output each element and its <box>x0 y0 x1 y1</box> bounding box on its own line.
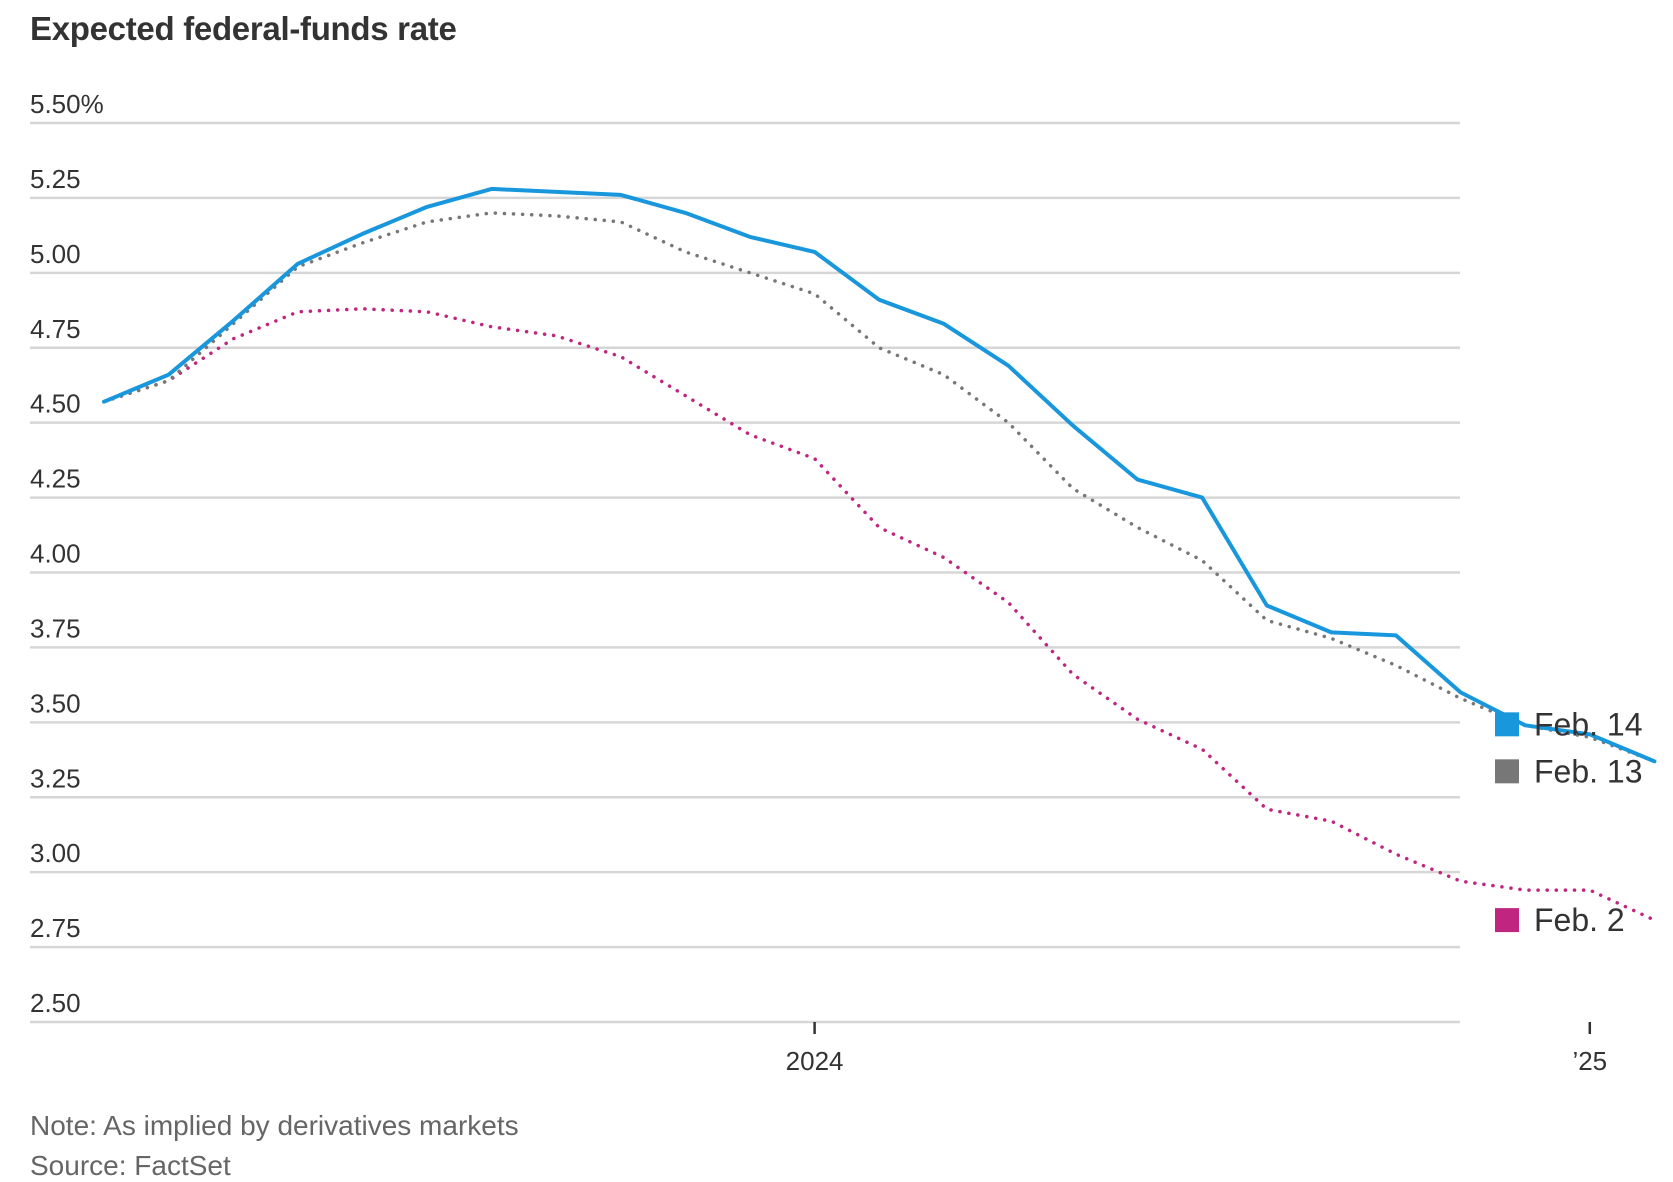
legend-swatch <box>1495 759 1519 784</box>
x-tick-label: 2024 <box>786 1046 844 1076</box>
y-tick-label: 3.00 <box>30 838 81 868</box>
y-tick-label: 2.75 <box>30 913 81 943</box>
x-tick-label: ’25 <box>1572 1046 1607 1076</box>
series-lines <box>102 186 1657 922</box>
legend-swatch <box>1495 712 1519 737</box>
y-tick-label: 3.25 <box>30 763 81 793</box>
chart-title: Expected federal-funds rate <box>30 10 457 47</box>
y-tick-label: 5.00 <box>30 239 81 269</box>
series-line-feb-2 <box>102 307 1657 922</box>
legend-swatch <box>1495 908 1519 933</box>
y-axis-tick-labels: 5.50% 5.25 5.00 4.75 4.50 4.25 4.00 3.75 3.50 3.2… <box>30 89 104 1018</box>
legend-label: Feb. 14 <box>1534 706 1643 742</box>
legend-label: Feb. 2 <box>1534 902 1625 938</box>
y-tick-label: 4.00 <box>30 539 81 569</box>
legend: Feb. 14 Feb. 13 Feb. 2 <box>1495 706 1643 938</box>
y-tick-label: 5.50% <box>30 89 104 119</box>
chart-note: Note: As implied by derivatives markets <box>30 1110 519 1141</box>
grid-lines <box>30 121 1460 1024</box>
y-tick-label: 4.25 <box>30 464 81 494</box>
series-line-feb-14 <box>102 186 1657 764</box>
x-axis: 2024 ’25 <box>786 1022 1607 1076</box>
y-tick-label: 3.75 <box>30 613 81 643</box>
chart-source: Source: FactSet <box>30 1150 231 1181</box>
y-tick-label: 4.75 <box>30 314 81 344</box>
y-tick-label: 3.50 <box>30 688 81 718</box>
series-line-feb-13 <box>102 211 1657 764</box>
y-tick-label: 4.50 <box>30 389 81 419</box>
legend-label: Feb. 13 <box>1534 753 1643 789</box>
y-tick-label: 2.50 <box>30 988 81 1018</box>
y-tick-label: 5.25 <box>30 164 81 194</box>
